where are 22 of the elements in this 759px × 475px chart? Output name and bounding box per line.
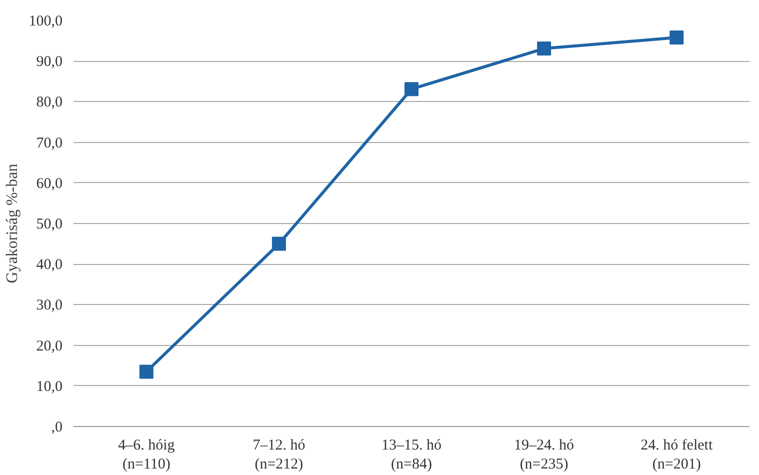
x-tick-label: 24. hó felett (n=201) [640, 438, 714, 473]
y-axis-title: Gyakoriság %-ban [4, 164, 21, 284]
y-tick-label: 20,0 [36, 338, 62, 354]
point [404, 82, 418, 96]
y-tick-label: 100,0 [28, 14, 62, 30]
y-tick-label: 70,0 [36, 135, 62, 152]
y-tick-label: 60,0 [36, 176, 62, 192]
point [272, 236, 286, 251]
y-tick-label: 80,0 [36, 94, 62, 111]
point [670, 30, 684, 45]
y-tick-label: ,0 [51, 420, 62, 436]
y-tick-label: 50,0 [36, 216, 62, 232]
y-tick-label: 40,0 [36, 257, 62, 274]
y-tick-label: 10,0 [36, 378, 62, 395]
point [139, 364, 154, 379]
x-tick-label: 7–12. hó (n=212) [252, 438, 306, 473]
x-tick-label: 4–6. hóig (n=110) [118, 438, 176, 473]
y-tick-label: 30,0 [36, 298, 62, 314]
x-tick-label: 19–24. hó (n=235) [514, 438, 574, 473]
x-tick-label: 13–15. hó (n=84) [382, 438, 442, 473]
point [537, 42, 552, 56]
y-tick-label: 90,0 [36, 54, 62, 70]
